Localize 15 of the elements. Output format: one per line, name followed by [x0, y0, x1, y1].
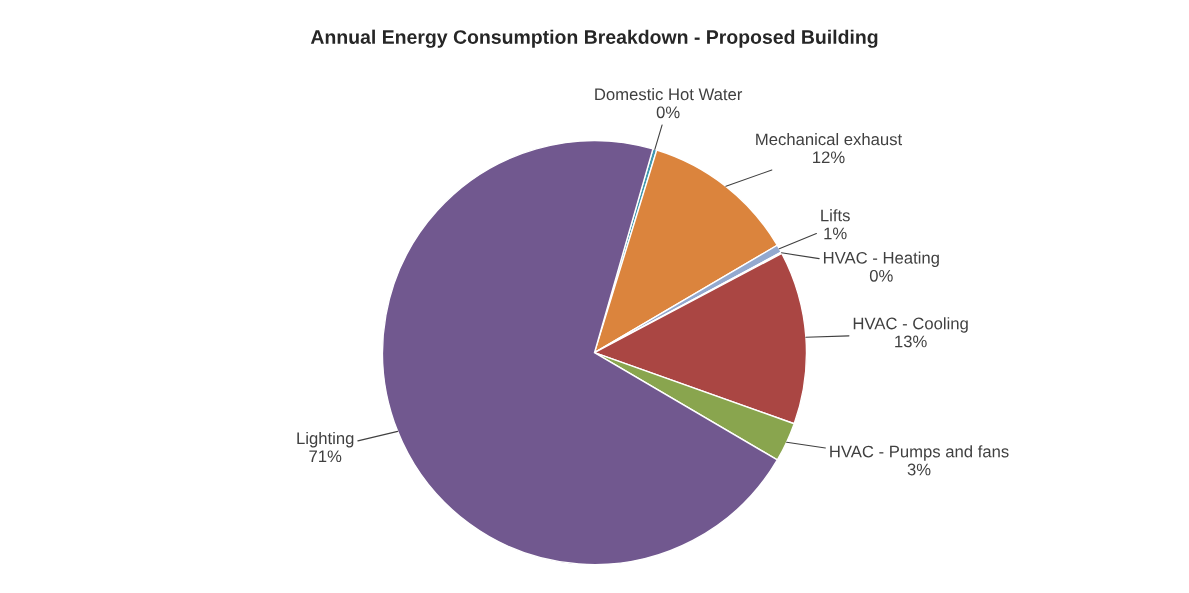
chart-title: Annual Energy Consumption Breakdown - Proposed Building	[310, 29, 878, 48]
data-label: 13%	[895, 335, 927, 348]
data-label: 3%	[907, 463, 931, 476]
slice-label: Mechanical exhaust	[756, 133, 903, 146]
slice-label: Domestic Hot Water	[595, 88, 743, 101]
data-label: 71%	[309, 450, 342, 463]
slice-label: HVAC - Cooling	[853, 317, 968, 333]
slice-label: Lighting	[297, 431, 354, 448]
data-label: 1%	[824, 227, 847, 240]
data-label: 0%	[869, 269, 893, 282]
slice-label: Lifts	[821, 209, 850, 222]
slice-label: HVAC - Heating	[823, 251, 939, 268]
slice-label: HVAC - Pumps and fans	[830, 445, 1009, 461]
data-label: 12%	[813, 151, 845, 164]
data-label: 0%	[656, 106, 680, 119]
